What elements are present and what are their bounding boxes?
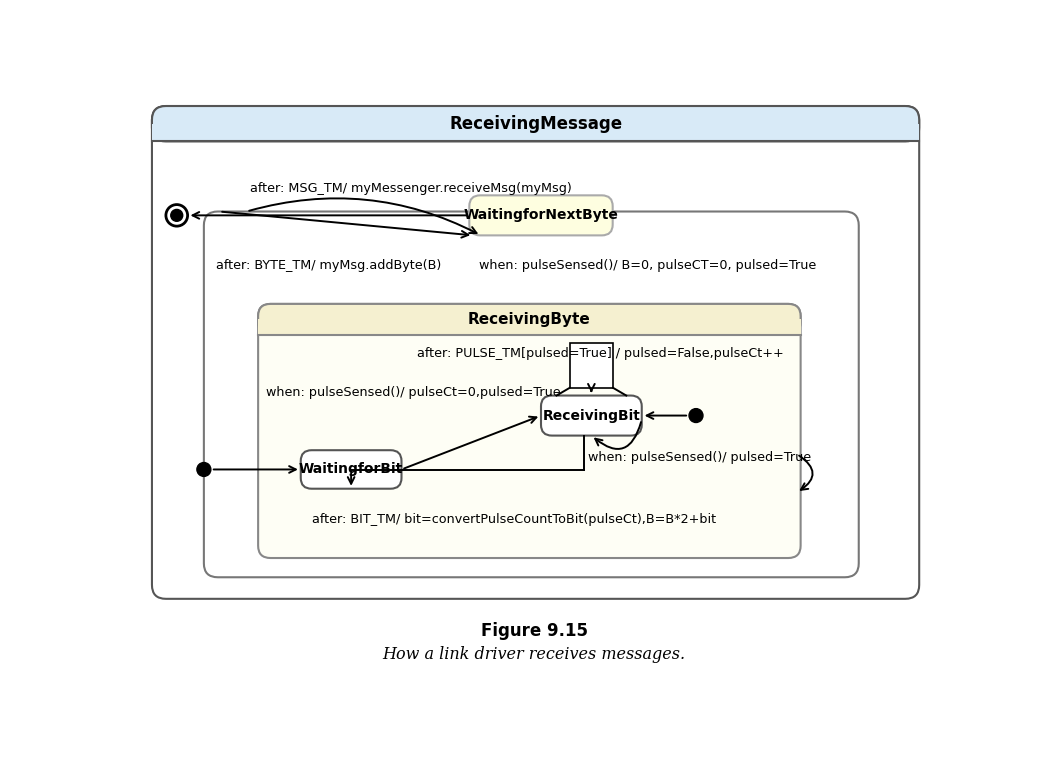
Text: WaitingforBit: WaitingforBit bbox=[299, 462, 403, 476]
Text: after: MSG_TM/ myMessenger.receiveMsg(myMsg): after: MSG_TM/ myMessenger.receiveMsg(my… bbox=[250, 182, 572, 195]
Text: Figure 9.15: Figure 9.15 bbox=[480, 622, 588, 641]
FancyBboxPatch shape bbox=[152, 106, 919, 141]
Text: WaitingforNextByte: WaitingforNextByte bbox=[464, 208, 619, 223]
FancyBboxPatch shape bbox=[258, 304, 800, 558]
Text: ReceivingMessage: ReceivingMessage bbox=[449, 114, 622, 133]
Text: after: BYTE_TM/ myMsg.addByte(B): after: BYTE_TM/ myMsg.addByte(B) bbox=[216, 259, 441, 272]
FancyBboxPatch shape bbox=[152, 106, 919, 599]
Text: How a link driver receives messages.: How a link driver receives messages. bbox=[382, 646, 686, 663]
Circle shape bbox=[171, 210, 182, 221]
FancyBboxPatch shape bbox=[541, 396, 642, 435]
Circle shape bbox=[689, 409, 703, 422]
Bar bbox=[258, 319, 800, 335]
Text: when: pulseSensed()/ pulsed=True: when: pulseSensed()/ pulsed=True bbox=[588, 452, 811, 465]
FancyBboxPatch shape bbox=[258, 304, 800, 335]
Text: when: pulseSensed()/ pulseCt=0,pulsed=True: when: pulseSensed()/ pulseCt=0,pulsed=Tr… bbox=[266, 386, 561, 399]
Text: ReceivingByte: ReceivingByte bbox=[468, 312, 591, 327]
FancyBboxPatch shape bbox=[469, 195, 613, 235]
Circle shape bbox=[166, 204, 188, 226]
FancyBboxPatch shape bbox=[301, 450, 401, 488]
Circle shape bbox=[197, 462, 210, 476]
Text: after: BIT_TM/ bit=convertPulseCountToBit(pulseCt),B=B*2+bit: after: BIT_TM/ bit=convertPulseCountToBi… bbox=[313, 513, 717, 526]
FancyBboxPatch shape bbox=[204, 211, 859, 578]
Bar bbox=[152, 124, 919, 141]
Text: after: PULSE_TM[pulsed=True] / pulsed=False,pulseCt++: after: PULSE_TM[pulsed=True] / pulsed=Fa… bbox=[417, 347, 784, 360]
Text: when: pulseSensed()/ B=0, pulseCT=0, pulsed=True: when: pulseSensed()/ B=0, pulseCT=0, pul… bbox=[479, 259, 816, 272]
Bar bbox=[570, 343, 613, 388]
Text: ReceivingBit: ReceivingBit bbox=[543, 409, 641, 422]
